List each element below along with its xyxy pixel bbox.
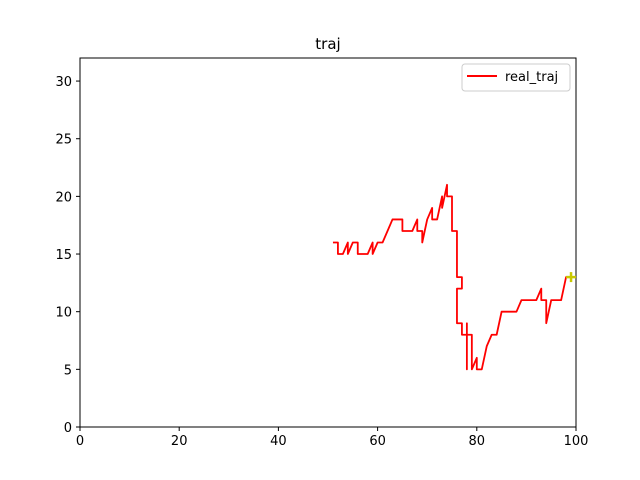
x-tick-label: 100: [564, 434, 589, 449]
x-tick-label: 60: [369, 434, 386, 449]
y-tick-label: 30: [55, 75, 72, 90]
y-axis-ticks: 0 5 10 15 20 25 30: [55, 75, 80, 436]
y-tick-label: 15: [55, 248, 72, 263]
chart-title: traj: [315, 35, 340, 53]
legend: real_traj: [461, 63, 571, 92]
y-tick-label: 20: [55, 190, 72, 205]
x-tick-label: 40: [270, 434, 287, 449]
x-axis-ticks: 0 20 40 60 80 100: [76, 427, 589, 449]
plot-frame: [79, 57, 577, 428]
x-tick-label: 80: [469, 434, 486, 449]
x-tick-label: 0: [76, 434, 84, 449]
series-line-real-traj: [332, 183, 572, 371]
plot-area: [79, 57, 577, 428]
legend-box: [461, 63, 571, 92]
y-tick-label: 25: [55, 133, 72, 148]
endpoint-marker: [566, 272, 577, 283]
y-tick-label: 0: [64, 421, 72, 436]
y-tick-label: 10: [55, 306, 72, 321]
y-tick-label: 5: [64, 363, 72, 378]
x-tick-label: 20: [171, 434, 188, 449]
legend-label-real-traj: real_traj: [505, 70, 558, 85]
